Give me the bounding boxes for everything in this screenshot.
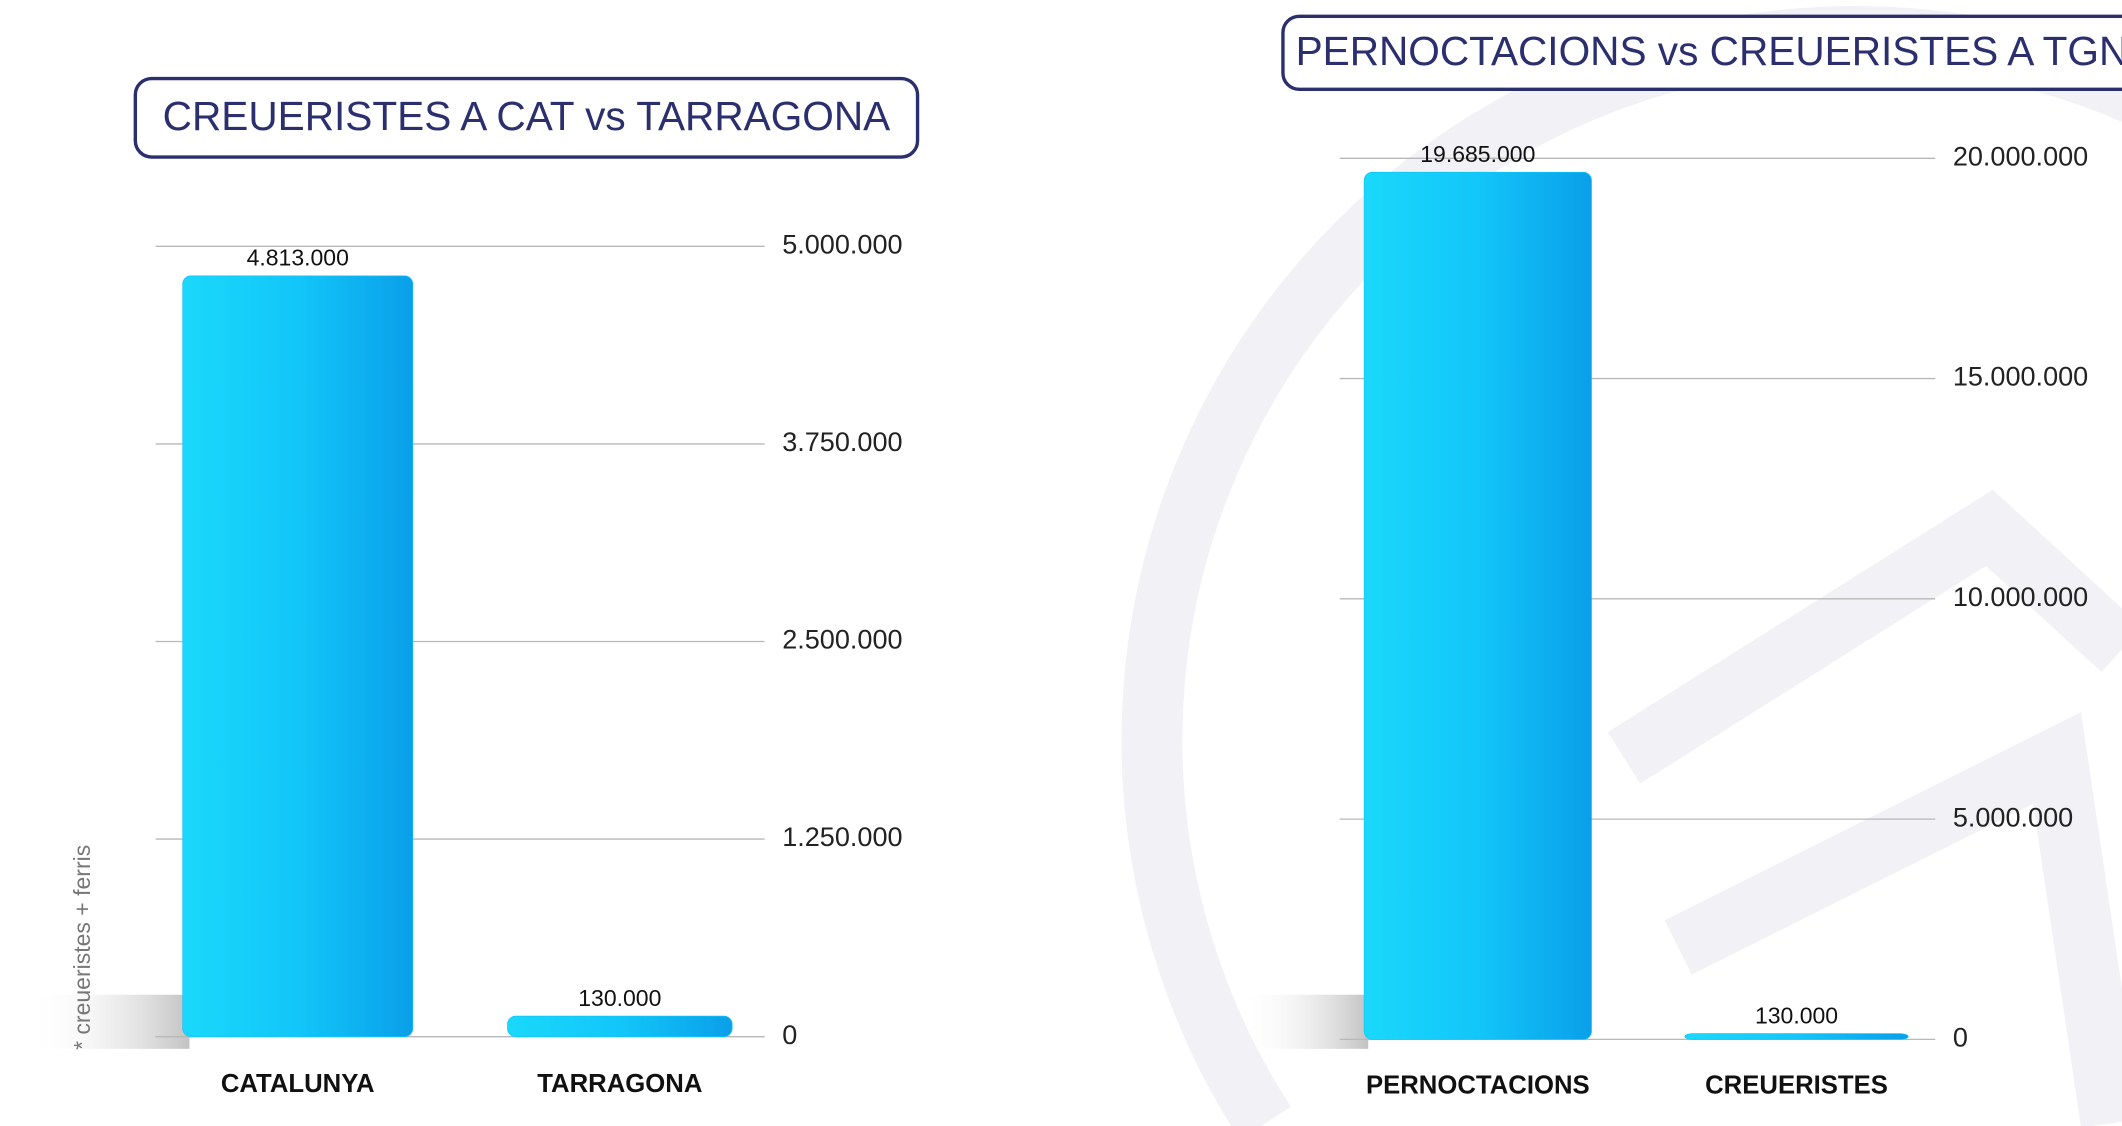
bar [1684,1033,1909,1040]
bar [182,275,414,1037]
annotation: * creueristes + ferris [69,845,95,1050]
watermark [1121,6,2122,1126]
chart-title: PERNOCTACIONS vs CREUERISTES A TGN [1296,28,2122,74]
bar [1363,171,1592,1040]
value-label: 19.685.000 [1420,141,1535,167]
title-box [133,76,920,159]
x-tick-label: TARRAGONA [537,1070,702,1098]
y-tick-label: 20.000.000 [1953,141,2088,171]
x-tick-label: CATALUNYA [221,1070,375,1098]
chart-title: CREUERISTES A CAT vs TARRAGONA [163,93,891,139]
y-tick-label: 3.750.000 [782,427,902,457]
value-label: 130.000 [1755,1002,1838,1028]
y-tick-label: 5.000.000 [1953,802,2073,832]
y-tick-label: 10.000.000 [1953,582,2088,612]
y-tick-label: 5.000.000 [782,229,902,259]
x-tick-label: PERNOCTACIONS [1366,1072,1590,1100]
value-label: 4.813.000 [247,245,349,271]
bar [507,1015,733,1037]
value-label: 130.000 [578,985,661,1011]
y-tick-label: 15.000.000 [1953,362,2088,392]
shadow [1239,994,1369,1049]
x-tick-label: CREUERISTES [1705,1072,1888,1100]
y-tick-label: 2.500.000 [782,625,902,655]
y-tick-label: 0 [782,1020,797,1050]
y-tick-label: 0 [1953,1023,1968,1053]
shadow [27,994,190,1049]
y-tick-label: 1.250.000 [782,822,902,852]
title-box [1281,14,2122,92]
